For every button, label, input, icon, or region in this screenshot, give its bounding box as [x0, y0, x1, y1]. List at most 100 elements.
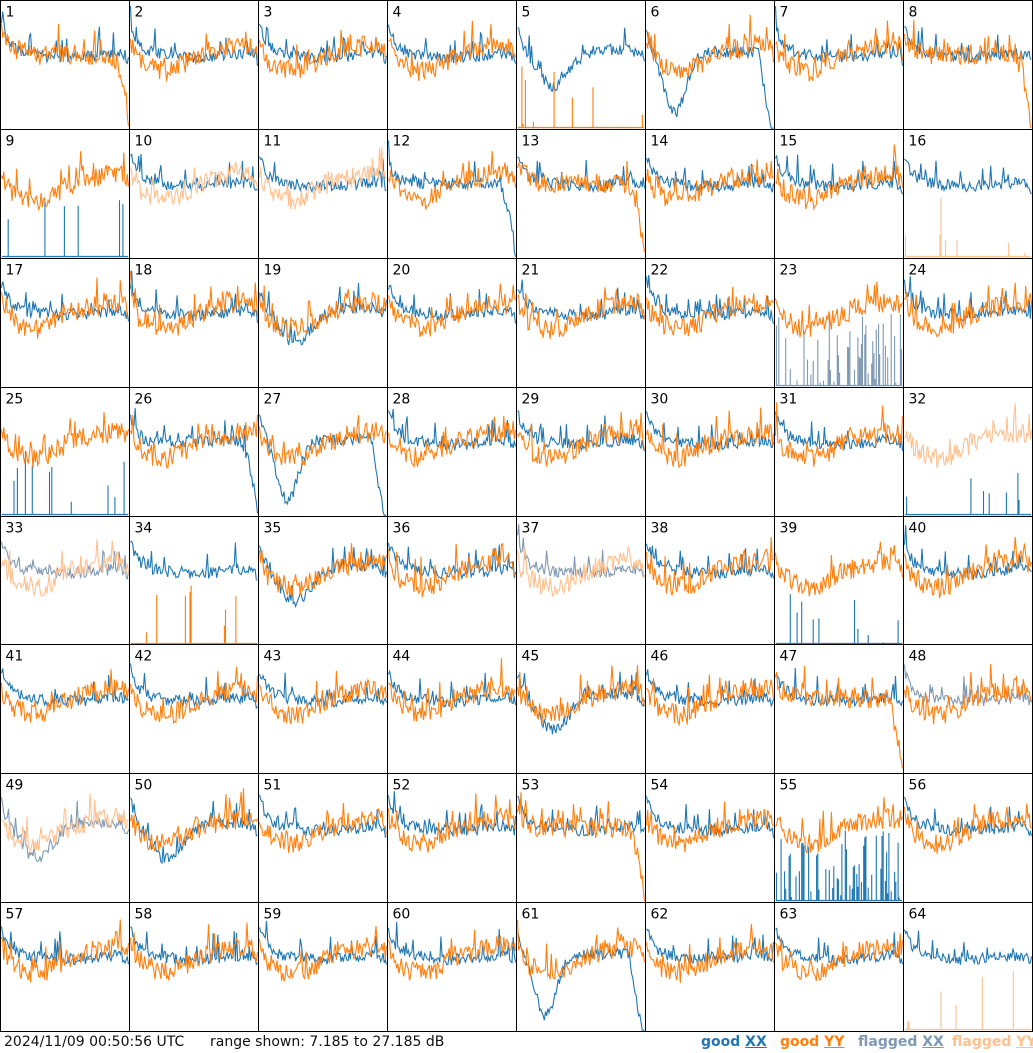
- panel-34: 34: [129, 516, 259, 646]
- panel-label: 28: [393, 392, 411, 408]
- yy-trace-1: [0, 23, 130, 127]
- panel-48: 48: [903, 644, 1033, 774]
- panel-label: 46: [651, 649, 669, 665]
- yy-trace-33: [0, 539, 130, 597]
- panel-50: 50: [129, 773, 259, 903]
- panel-53: 53: [516, 773, 646, 903]
- timestamp: 2024/11/09 00:50:56 UTC: [4, 1034, 185, 1050]
- panel-label: 35: [264, 521, 282, 537]
- xx-trace-2: [129, 5, 259, 66]
- panel-label: 11: [264, 134, 282, 150]
- panel-52: 52: [387, 773, 517, 903]
- panel-36: 36: [387, 516, 517, 646]
- yy-trace-6: [645, 14, 775, 79]
- panel-frame: [645, 129, 775, 259]
- panel-40: 40: [903, 516, 1033, 646]
- panel-frame: [387, 258, 517, 388]
- panel-frame: [516, 644, 646, 774]
- panel-25: 25: [0, 387, 130, 517]
- panel-42: 42: [129, 644, 259, 774]
- xx-trace-51: [258, 794, 387, 839]
- yy-trace-28: [387, 415, 517, 469]
- panel-label: 24: [909, 263, 927, 279]
- panel-27: 27: [258, 387, 388, 517]
- panel-label: 13: [522, 134, 540, 150]
- xx-trace-34: [130, 540, 258, 581]
- legend-good-yy: good YY: [780, 1034, 845, 1050]
- xx-trace-55: [775, 830, 903, 902]
- panel-label: 54: [651, 778, 669, 794]
- yy-trace-44: [388, 658, 516, 722]
- panel-frame: [387, 902, 517, 1032]
- yy-trace-60: [387, 929, 517, 981]
- xx-trace-30: [645, 411, 775, 451]
- yy-trace-34: [130, 585, 258, 645]
- panel-label: 51: [264, 778, 282, 794]
- yy-trace-4: [388, 20, 516, 81]
- panel-57: 57: [0, 902, 130, 1032]
- yy-trace-45: [516, 665, 646, 724]
- yy-trace-7: [775, 20, 904, 82]
- panel-frame: [903, 773, 1033, 903]
- panel-35: 35: [258, 516, 388, 646]
- panel-44: 44: [387, 644, 517, 774]
- xx-trace-12: [387, 140, 517, 257]
- panel-frame: [387, 0, 517, 130]
- yy-trace-11: [258, 146, 387, 211]
- yy-trace-24: [904, 282, 1033, 338]
- panel-label: 19: [264, 263, 282, 279]
- panel-41: 41: [0, 644, 130, 774]
- yy-trace-19: [258, 285, 388, 340]
- yy-trace-54: [645, 801, 774, 853]
- xx-trace-13: [517, 156, 646, 194]
- panel-24: 24: [903, 258, 1033, 388]
- panel-17: 17: [0, 258, 130, 388]
- legend-good-xx: good XX: [701, 1034, 767, 1050]
- xx-trace-25: [1, 451, 129, 516]
- panel-frame: [903, 516, 1033, 646]
- xx-trace-50: [130, 797, 258, 865]
- panel-7: 7: [774, 0, 904, 130]
- panel-56: 56: [903, 773, 1033, 903]
- xx-trace-29: [517, 410, 646, 452]
- panel-label: 20: [393, 263, 411, 279]
- panel-frame: [0, 0, 130, 130]
- panel-frame: [0, 129, 130, 259]
- panel-label: 31: [780, 392, 798, 408]
- legend-flagged-yy: flagged YY: [952, 1034, 1033, 1050]
- panel-label: 43: [264, 649, 282, 665]
- xx-trace-3: [259, 23, 388, 65]
- panel-45: 45: [516, 644, 646, 774]
- panel-label: 25: [6, 392, 24, 408]
- panel-31: 31: [774, 387, 904, 517]
- xx-trace-40: [903, 524, 1032, 581]
- panel-26: 26: [129, 387, 259, 517]
- panel-frame: [387, 129, 517, 259]
- yy-trace-55: [775, 797, 904, 855]
- yy-trace-20: [387, 283, 517, 338]
- panel-label: 53: [522, 778, 540, 794]
- yy-trace-47: [774, 665, 904, 769]
- panel-33: 33: [0, 516, 130, 646]
- panel-label: 33: [6, 521, 24, 537]
- yy-trace-14: [645, 159, 774, 206]
- panel-frame: [516, 129, 646, 259]
- yy-trace-41: [0, 669, 130, 723]
- panel-47: 47: [774, 644, 904, 774]
- panel-22: 22: [645, 258, 775, 388]
- panel-19: 19: [258, 258, 388, 388]
- yy-trace-18: [129, 271, 259, 336]
- panel-29: 29: [516, 387, 646, 517]
- yy-trace-62: [645, 924, 775, 984]
- panel-label: 41: [6, 649, 24, 665]
- panel-frame: [774, 644, 904, 774]
- yy-trace-21: [517, 287, 646, 340]
- panel-59: 59: [258, 902, 388, 1032]
- panel-label: 63: [780, 907, 798, 923]
- yy-trace-23: [774, 281, 904, 338]
- panel-frame: [645, 258, 775, 388]
- yy-trace-29: [517, 411, 646, 467]
- xx-trace-42: [129, 663, 258, 710]
- panel-label: 64: [909, 907, 927, 923]
